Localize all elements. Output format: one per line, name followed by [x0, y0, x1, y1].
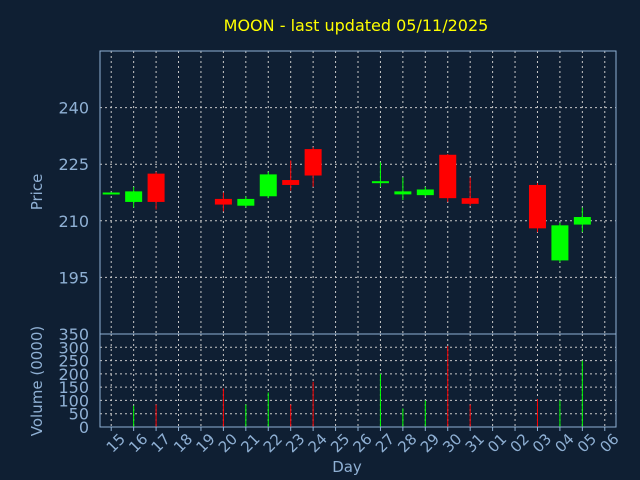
candle-body — [461, 198, 479, 204]
candle-body — [573, 217, 591, 225]
volume-axis-label: Volume (0000) — [28, 326, 46, 436]
candle-body — [551, 225, 569, 261]
candle-body — [237, 198, 255, 206]
volume-tick-label: 150 — [58, 378, 89, 397]
candle-body — [416, 189, 434, 196]
chart-title: MOON - last updated 05/11/2025 — [224, 16, 489, 35]
candle-body — [439, 154, 457, 199]
volume-tick-label: 350 — [58, 325, 89, 344]
price-tick-label: 210 — [58, 212, 89, 231]
volume-tick-label: 300 — [58, 338, 89, 357]
candle-body — [259, 174, 277, 197]
price-tick-label: 195 — [58, 268, 89, 287]
candle-body — [214, 198, 232, 205]
candle-body — [304, 149, 322, 176]
candle-body — [528, 184, 546, 229]
volume-tick-label: 100 — [58, 391, 89, 410]
candle-body — [125, 191, 143, 202]
candle-body — [282, 180, 300, 185]
volume-tick-label: 250 — [58, 352, 89, 371]
volume-tick-label: 0 — [79, 418, 89, 437]
price-axis-label: Price — [28, 174, 46, 211]
candle-body — [102, 192, 120, 195]
candle-body — [371, 181, 389, 184]
volume-tick-label: 200 — [58, 365, 89, 384]
price-tick-label: 240 — [58, 99, 89, 118]
price-tick-label: 225 — [58, 155, 89, 174]
candle-body — [147, 173, 165, 202]
volume-tick-label: 50 — [69, 405, 89, 424]
candle-body — [394, 191, 412, 195]
x-axis-label: Day — [332, 458, 362, 476]
price-panel: 195 210 225 240 — [58, 50, 617, 335]
